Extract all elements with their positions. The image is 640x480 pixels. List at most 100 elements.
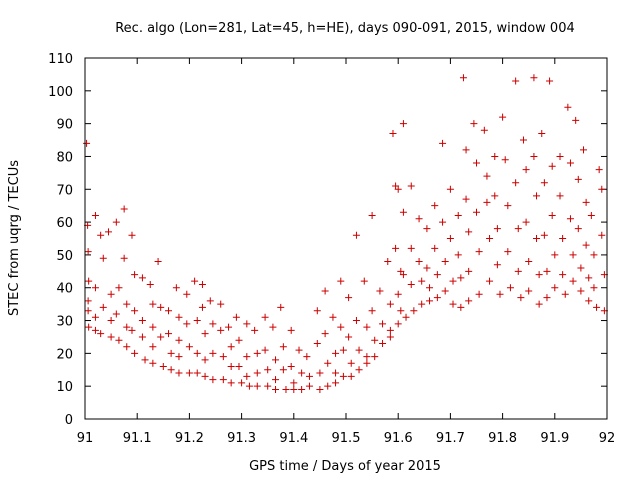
data-point [123, 300, 131, 308]
data-point [272, 376, 280, 384]
y-tick-label: 110 [48, 52, 73, 67]
data-point [363, 353, 371, 361]
data-point [209, 376, 217, 384]
y-tick-label: 0 [65, 413, 73, 428]
data-point [462, 195, 470, 203]
data-point [107, 333, 115, 341]
data-point [84, 307, 92, 315]
data-point [397, 267, 405, 275]
x-tick-label: 91.6 [384, 431, 413, 446]
data-point [193, 349, 201, 357]
data-point [376, 287, 384, 295]
data-point [465, 267, 473, 275]
data-point [446, 235, 454, 242]
data-point [360, 277, 368, 285]
data-point [543, 267, 551, 275]
data-point [198, 280, 206, 288]
data-point [530, 152, 538, 160]
data-point [251, 326, 259, 334]
data-point [582, 198, 590, 206]
data-point [290, 379, 298, 387]
data-point [454, 251, 462, 259]
data-point [305, 382, 313, 390]
data-point [525, 257, 533, 265]
data-point [172, 284, 180, 292]
data-point [394, 185, 402, 193]
y-tick-label: 70 [56, 183, 73, 198]
data-point [272, 385, 280, 393]
data-point [439, 218, 447, 226]
data-point [219, 376, 227, 384]
data-point [345, 333, 353, 341]
data-point [569, 251, 577, 259]
data-point [97, 330, 105, 338]
data-point [569, 277, 577, 285]
data-point [138, 317, 146, 325]
data-point [504, 202, 512, 210]
data-point [131, 307, 139, 315]
data-point [415, 257, 423, 265]
data-point [454, 212, 462, 220]
data-point [407, 280, 415, 288]
data-point [191, 277, 199, 285]
data-point [201, 356, 209, 364]
data-point [465, 228, 473, 236]
data-point [91, 326, 99, 334]
data-point [243, 353, 251, 361]
data-point [303, 353, 311, 361]
data-point [548, 212, 556, 220]
data-point [128, 231, 136, 239]
data-point [431, 244, 439, 252]
data-point [91, 313, 99, 321]
data-point [540, 231, 548, 239]
data-point [540, 179, 548, 187]
data-point [415, 215, 423, 223]
data-point [493, 225, 501, 233]
data-point [566, 215, 574, 223]
y-tick-label: 20 [56, 347, 73, 362]
data-point [418, 277, 426, 285]
data-point [131, 349, 139, 357]
data-point [386, 333, 394, 341]
data-point [279, 366, 287, 374]
data-point [426, 297, 434, 305]
data-point [141, 356, 149, 364]
data-point [235, 362, 243, 370]
data-point [183, 290, 191, 298]
data-point [533, 235, 541, 242]
data-point [227, 362, 235, 370]
data-point [538, 129, 546, 137]
data-point [253, 349, 261, 357]
data-point [431, 202, 439, 210]
data-point [123, 323, 131, 331]
data-point [91, 284, 99, 292]
data-point [84, 297, 92, 305]
data-point [193, 369, 201, 377]
data-point [491, 152, 499, 160]
data-point [363, 323, 371, 331]
data-point [496, 290, 504, 298]
data-point [175, 353, 183, 361]
data-point [368, 212, 376, 220]
data-point [386, 300, 394, 308]
data-point [407, 244, 415, 252]
data-point [85, 277, 93, 285]
data-point [379, 320, 387, 328]
x-tick-label: 91.8 [488, 431, 517, 446]
data-point [546, 77, 554, 85]
data-point [433, 294, 441, 302]
data-point [399, 208, 407, 216]
y-tick-label: 50 [56, 249, 73, 264]
data-point [272, 356, 280, 364]
data-point [449, 277, 457, 285]
data-point [379, 340, 387, 348]
data-point [480, 126, 488, 134]
data-point [120, 205, 128, 213]
data-point [107, 290, 115, 298]
x-tick-label: 91.3 [227, 431, 256, 446]
data-point [225, 323, 233, 331]
data-point [85, 323, 93, 331]
data-point [316, 369, 324, 377]
data-point [149, 300, 157, 308]
axis-ticks: 91 91.1 91.2 91.3 91.4 91.5 91.6 91.7 91.8 91.9 92… [48, 52, 615, 446]
